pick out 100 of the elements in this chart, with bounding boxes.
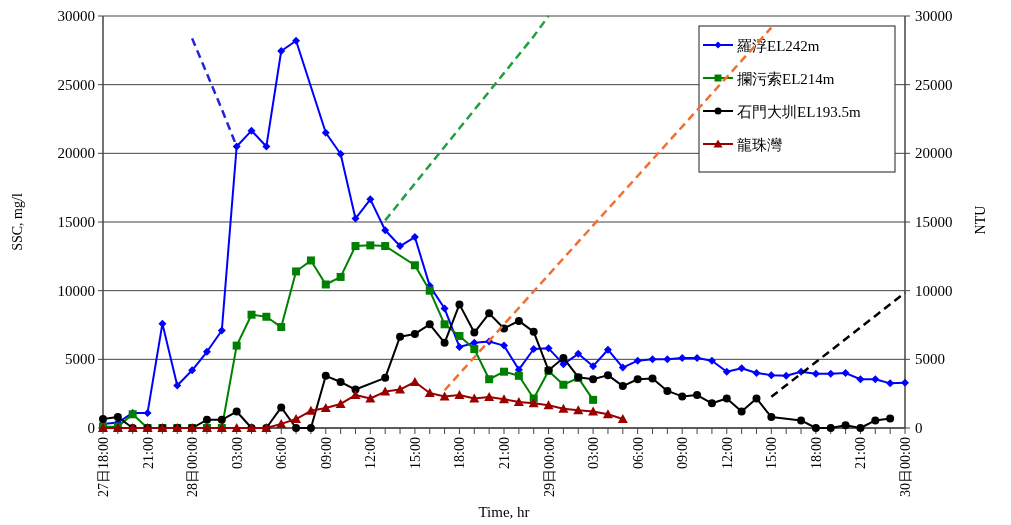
point bbox=[618, 363, 627, 372]
point bbox=[217, 415, 226, 424]
point bbox=[470, 345, 479, 354]
point bbox=[499, 394, 509, 404]
point bbox=[589, 362, 598, 371]
x-tick-label: 21:00 bbox=[140, 437, 156, 469]
point bbox=[886, 414, 895, 423]
point bbox=[603, 371, 612, 380]
y2-tick-label: 25000 bbox=[915, 76, 953, 93]
point bbox=[424, 387, 435, 397]
point bbox=[678, 353, 687, 362]
point bbox=[722, 394, 731, 403]
point bbox=[292, 267, 301, 276]
y-tick-label: 30000 bbox=[57, 8, 95, 24]
point bbox=[232, 142, 241, 151]
x-tick-label: 27日18:00 bbox=[96, 437, 111, 497]
point bbox=[396, 332, 405, 341]
point bbox=[485, 375, 494, 384]
point bbox=[305, 405, 316, 415]
point bbox=[529, 327, 538, 336]
x-tick-label: 03:00 bbox=[586, 437, 602, 469]
point bbox=[409, 376, 420, 386]
point bbox=[633, 375, 642, 384]
y-tick-label: 25000 bbox=[57, 76, 95, 93]
point bbox=[485, 309, 494, 318]
point bbox=[574, 349, 583, 358]
point bbox=[158, 319, 167, 328]
y-tick-label: 20000 bbox=[57, 145, 95, 162]
point bbox=[455, 331, 464, 340]
point bbox=[752, 394, 761, 403]
point bbox=[321, 128, 330, 137]
point bbox=[292, 36, 301, 45]
x-tick-label: 12:00 bbox=[719, 437, 735, 469]
point bbox=[306, 256, 315, 265]
point bbox=[782, 371, 791, 380]
point bbox=[618, 382, 627, 391]
x-axis-title: Time, hr bbox=[478, 504, 530, 520]
point bbox=[335, 398, 346, 408]
point bbox=[856, 375, 865, 384]
y-axis-title: SSC, mg/l bbox=[10, 193, 25, 251]
point bbox=[143, 408, 152, 417]
point bbox=[277, 323, 286, 332]
point bbox=[366, 195, 375, 204]
point bbox=[351, 214, 360, 223]
point bbox=[232, 407, 241, 416]
y2-tick-label: 30000 bbox=[915, 8, 953, 24]
point bbox=[188, 366, 197, 375]
legend-label: 羅浮EL242m bbox=[737, 38, 820, 54]
point bbox=[320, 403, 331, 413]
point bbox=[380, 386, 391, 396]
point bbox=[381, 226, 390, 235]
x-tick-label: 18:00 bbox=[808, 437, 824, 469]
point bbox=[351, 242, 360, 251]
point bbox=[276, 418, 287, 428]
point bbox=[440, 304, 449, 313]
point bbox=[544, 344, 553, 353]
y2-tick-label: 0 bbox=[915, 420, 923, 436]
point bbox=[589, 375, 598, 384]
point bbox=[425, 286, 434, 295]
point bbox=[484, 392, 495, 402]
point bbox=[871, 375, 880, 384]
point bbox=[321, 371, 330, 380]
point bbox=[247, 126, 256, 135]
y-tick-label: 5000 bbox=[65, 351, 95, 368]
y2-tick-label: 10000 bbox=[915, 282, 953, 299]
point bbox=[514, 371, 523, 380]
point bbox=[202, 347, 211, 356]
x-tick-label: 18:00 bbox=[452, 437, 468, 469]
point bbox=[350, 390, 361, 400]
point bbox=[752, 369, 761, 378]
point bbox=[871, 416, 880, 425]
point bbox=[321, 280, 330, 289]
point bbox=[529, 345, 538, 354]
y2-tick-label: 5000 bbox=[915, 351, 945, 368]
point bbox=[469, 393, 480, 403]
point bbox=[811, 424, 820, 432]
point bbox=[797, 416, 806, 425]
legend-label: 石門大圳EL193.5m bbox=[737, 104, 862, 120]
y2-tick-label: 15000 bbox=[915, 214, 953, 230]
legend-label: 龍珠灣 bbox=[737, 137, 782, 153]
point bbox=[901, 378, 909, 387]
point bbox=[336, 377, 345, 386]
y2-tick-label: 20000 bbox=[915, 145, 953, 162]
point bbox=[648, 374, 657, 383]
point bbox=[826, 424, 835, 432]
point bbox=[559, 380, 568, 389]
point bbox=[366, 241, 375, 250]
point bbox=[633, 356, 642, 365]
point bbox=[678, 392, 687, 401]
point bbox=[440, 338, 449, 347]
point bbox=[826, 369, 835, 378]
point bbox=[737, 364, 746, 373]
point bbox=[454, 390, 465, 400]
point bbox=[217, 326, 226, 335]
point bbox=[202, 415, 211, 424]
point bbox=[528, 398, 539, 408]
point bbox=[841, 369, 850, 378]
x-tick-label: 06:00 bbox=[274, 437, 290, 469]
point bbox=[455, 300, 464, 309]
point bbox=[573, 405, 584, 415]
